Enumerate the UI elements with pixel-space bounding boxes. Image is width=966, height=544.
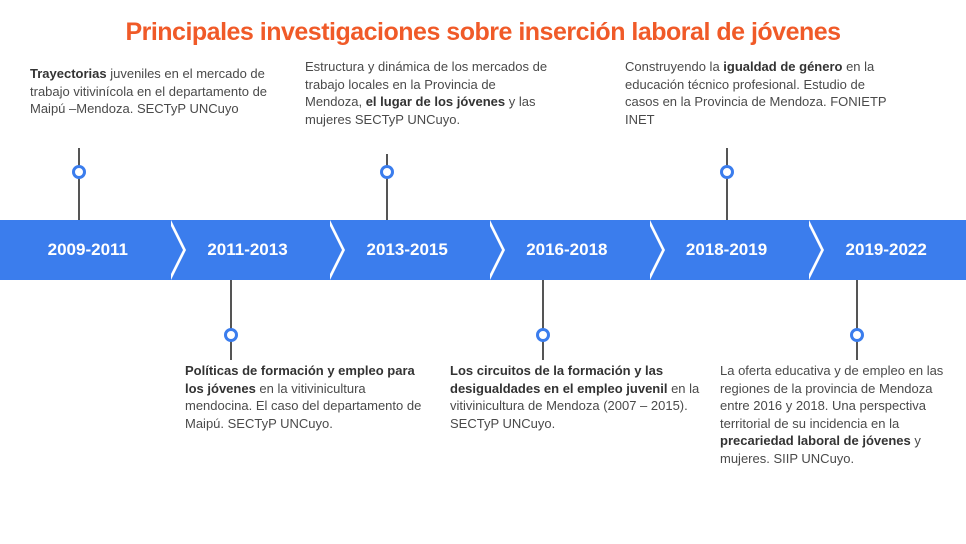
connector-3 bbox=[230, 280, 232, 360]
desc-0: Trayectorias juveniles en el mercado de … bbox=[30, 65, 270, 118]
period-4: 2018-2019 bbox=[647, 220, 807, 280]
period-2: 2013-2015 bbox=[327, 220, 487, 280]
period-1: 2011-2013 bbox=[168, 220, 328, 280]
desc-3: Políticas de formación y empleo para los… bbox=[185, 362, 435, 432]
dot-1 bbox=[380, 165, 394, 179]
desc-1: Estructura y dinámica de los mercados de… bbox=[305, 58, 555, 128]
connector-0 bbox=[78, 148, 80, 220]
connector-1 bbox=[386, 154, 388, 220]
timeline-bar: 2009-2011 2011-2013 2013-2015 2016-2018 … bbox=[0, 220, 966, 280]
page-title: Principales investigaciones sobre inserc… bbox=[0, 18, 966, 47]
dot-4 bbox=[536, 328, 550, 342]
desc-4: Los circuitos de la formación y las desi… bbox=[450, 362, 715, 432]
period-5: 2019-2022 bbox=[806, 220, 966, 280]
dot-2 bbox=[720, 165, 734, 179]
connector-4 bbox=[542, 280, 544, 360]
dot-5 bbox=[850, 328, 864, 342]
desc-5: La oferta educativa y de empleo en las r… bbox=[720, 362, 960, 467]
period-0: 2009-2011 bbox=[0, 220, 168, 280]
connector-2 bbox=[726, 148, 728, 220]
dot-3 bbox=[224, 328, 238, 342]
period-3: 2016-2018 bbox=[487, 220, 647, 280]
desc-2: Construyendo la igualdad de género en la… bbox=[625, 58, 895, 128]
connector-5 bbox=[856, 280, 858, 360]
dot-0 bbox=[72, 165, 86, 179]
